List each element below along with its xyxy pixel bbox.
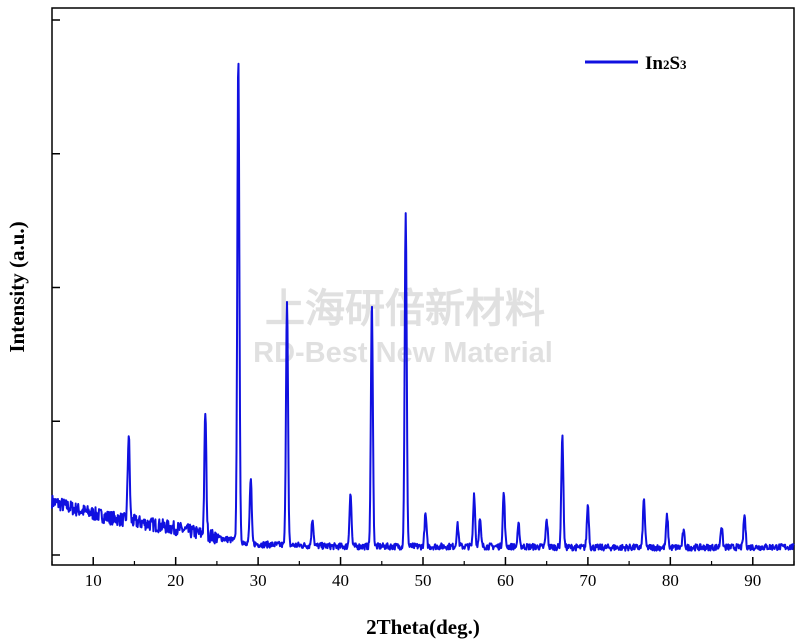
legend-label-in2s3: In2S3: [645, 53, 687, 74]
y-axis-title: Intensity (a.u.): [5, 221, 29, 352]
x-tick-label: 10: [85, 571, 102, 590]
x-tick-label: 60: [497, 571, 514, 590]
legend: In2S3: [585, 53, 687, 74]
x-tick-label: 40: [332, 571, 349, 590]
x-tick-label: 70: [579, 571, 596, 590]
series-line-in2s3: [51, 62, 795, 552]
x-axis-tick-labels: 10 20 30 40 50 60 70 80 90: [85, 571, 762, 590]
watermark-en: RD-Best New Material: [253, 337, 553, 369]
x-tick-label: 90: [744, 571, 761, 590]
x-axis-title: 2Theta(deg.): [366, 615, 480, 639]
x-tick-label: 30: [250, 571, 267, 590]
y-axis-ticks: [52, 19, 60, 556]
x-tick-label: 50: [415, 571, 432, 590]
x-axis-ticks: [51, 557, 795, 565]
x-tick-label: 20: [167, 571, 184, 590]
x-tick-label: 80: [662, 571, 679, 590]
